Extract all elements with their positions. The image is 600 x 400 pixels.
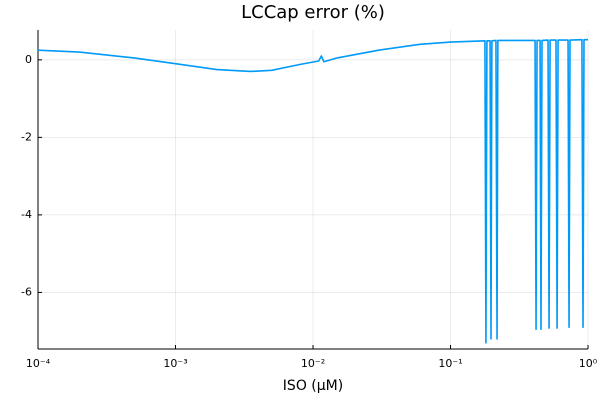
x-tick-label: 10⁻¹ (438, 357, 462, 370)
y-tick-label: -2 (21, 130, 32, 143)
x-tick-label: 10⁻² (301, 357, 325, 370)
chart-title: LCCap error (%) (241, 2, 385, 23)
x-tick-label: 10⁻⁴ (26, 357, 51, 370)
y-tick-label: -6 (21, 285, 32, 298)
x-tick-label: 10⁻³ (163, 357, 187, 370)
y-tick-label: -4 (21, 208, 32, 221)
x-tick-label: 10⁰ (579, 357, 598, 370)
data-line (37, 38, 588, 344)
y-tick-label: 0 (25, 53, 32, 66)
x-axis-label: ISO (μM) (283, 378, 343, 394)
